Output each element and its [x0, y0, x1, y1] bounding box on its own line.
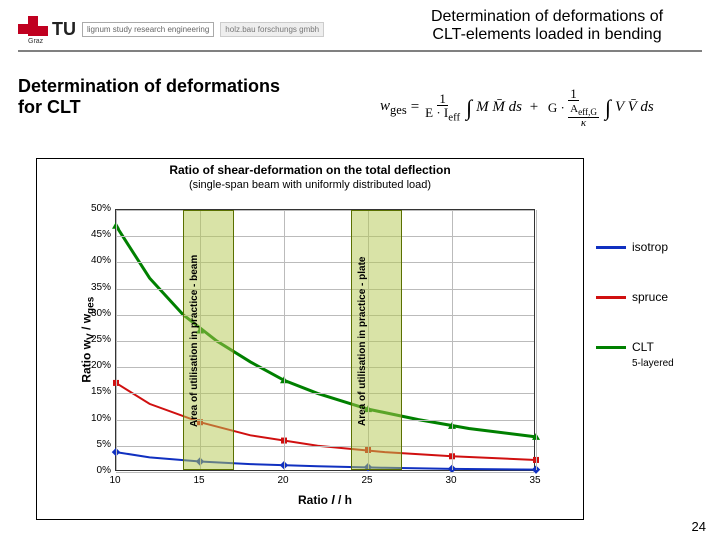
- legend-label: CLT: [632, 340, 654, 354]
- y-tick: 5%: [89, 439, 111, 450]
- y-tick: 50%: [89, 203, 111, 214]
- y-tick: 40%: [89, 255, 111, 266]
- deflection-formula: wges = 1 E · Ieff ∫ M M̄ ds + 1 G · Aeff…: [380, 78, 700, 138]
- y-tick: 10%: [89, 413, 111, 424]
- x-axis-label: Ratio l / h: [115, 493, 535, 507]
- legend-label: isotrop: [632, 240, 668, 254]
- curves-svg: [116, 210, 534, 470]
- slide-title-line2: CLT-elements loaded in bending: [392, 26, 702, 44]
- integral-icon: ∫: [605, 95, 611, 121]
- tu-logo: TU Graz: [18, 16, 76, 42]
- y-tick: 25%: [89, 334, 111, 345]
- y-tick: 30%: [89, 308, 111, 319]
- legend-item-isotrop: isotrop: [596, 240, 706, 254]
- lignum-logo: lignum study research engineering: [82, 22, 214, 37]
- integral-icon: ∫: [466, 95, 472, 121]
- x-tick: 15: [184, 475, 214, 486]
- chart-subtitle: (single-span beam with uniformly distrib…: [37, 179, 583, 191]
- series-CLT: [116, 226, 536, 437]
- x-tick: 35: [520, 475, 550, 486]
- subtitle-line2: for CLT: [18, 97, 280, 118]
- y-tick: 35%: [89, 282, 111, 293]
- holzbau-logo: holz.bau forschungs gmbh: [220, 22, 324, 37]
- band-label: Area of utilisation in practice - beam: [189, 230, 200, 452]
- chart-container: Ratio of shear-deformation on the total …: [36, 158, 584, 520]
- tu-graz-label: Graz: [28, 38, 43, 45]
- legend-item-CLT: CLT: [596, 340, 706, 354]
- slide-title: Determination of deformations of CLT-ele…: [392, 8, 702, 44]
- series-isotrop: [116, 452, 536, 470]
- chart-legend: isotrop spruce CLT 5-layered: [596, 240, 706, 369]
- slide-title-line1: Determination of deformations of: [392, 8, 702, 26]
- slide-header: TU Graz lignum study research engineerin…: [18, 8, 702, 52]
- band-label: Area of utilisation in practice - plate: [357, 230, 368, 452]
- x-tick: 25: [352, 475, 382, 486]
- frac-bending: 1 E · Ieff: [423, 92, 462, 123]
- formula-lhs-sub: ges: [390, 103, 407, 117]
- y-tick: 20%: [89, 360, 111, 371]
- y-tick: 15%: [89, 386, 111, 397]
- legend-swatch: [596, 346, 626, 349]
- section-subtitle: Determination of deformations for CLT: [18, 76, 280, 118]
- page-number: 24: [692, 519, 706, 534]
- legend-swatch: [596, 246, 626, 249]
- subtitle-line1: Determination of deformations: [18, 76, 280, 97]
- legend-label: spruce: [632, 290, 668, 304]
- chart-title: Ratio of shear-deformation on the total …: [37, 163, 583, 177]
- y-tick: 45%: [89, 229, 111, 240]
- x-tick: 10: [100, 475, 130, 486]
- tu-text: TU: [52, 19, 76, 40]
- plot-area: Area of utilisation in practice - beam Ar…: [115, 209, 535, 471]
- legend-swatch: [596, 296, 626, 299]
- legend-item-spruce: spruce: [596, 290, 706, 304]
- x-tick: 20: [268, 475, 298, 486]
- x-tick: 30: [436, 475, 466, 486]
- frac-shear: 1 G · Aeff,G κ: [546, 87, 601, 129]
- formula-lhs: w: [380, 98, 390, 114]
- legend-sublabel: 5-layered: [632, 358, 706, 369]
